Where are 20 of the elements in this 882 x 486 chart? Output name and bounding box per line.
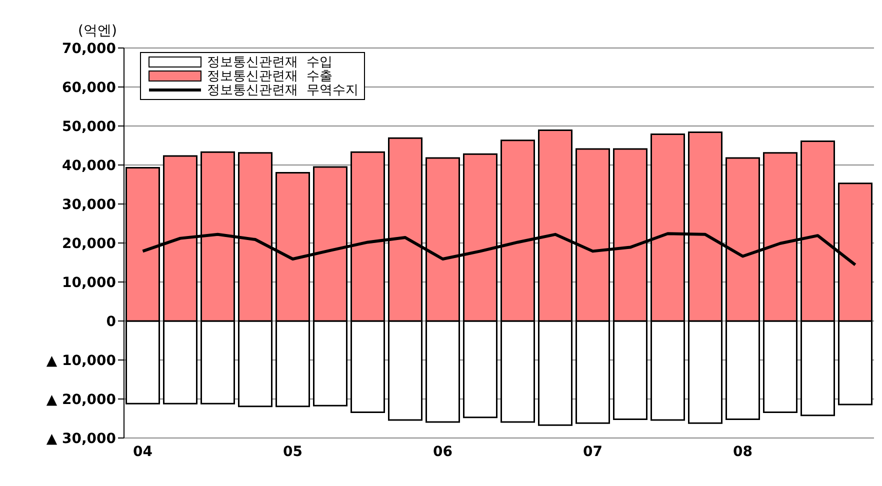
y-tick-label: ▲ 10,000 [46, 352, 116, 369]
y-tick-label: ▲ 30,000 [46, 430, 116, 447]
y-tick-label: 50,000 [62, 118, 116, 135]
x-tick-label: 06 [433, 444, 452, 460]
y-tick-label: 10,000 [62, 274, 116, 291]
legend-label: 정보통신관련재 수출 [207, 68, 332, 84]
y-tick-label: 0 [106, 314, 116, 330]
x-tick-label: 05 [283, 444, 302, 460]
y-tick-label: 60,000 [62, 80, 116, 96]
legend-label: 정보통신관련재 무역수지 [207, 82, 358, 99]
y-axis-title: (억엔) [78, 22, 117, 40]
x-tick-label: 07 [583, 444, 602, 460]
x-tick-label: 08 [733, 444, 752, 460]
x-tick-label: 04 [133, 444, 153, 460]
y-tick-label: 30,000 [62, 196, 116, 213]
legend-label: 정보통신관련재 수입 [207, 54, 332, 70]
y-tick-label: 20,000 [62, 236, 116, 252]
y-tick-label: 70,000 [62, 40, 116, 57]
y-tick-label: 40,000 [62, 158, 116, 174]
y-tick-label: ▲ 20,000 [46, 392, 116, 408]
